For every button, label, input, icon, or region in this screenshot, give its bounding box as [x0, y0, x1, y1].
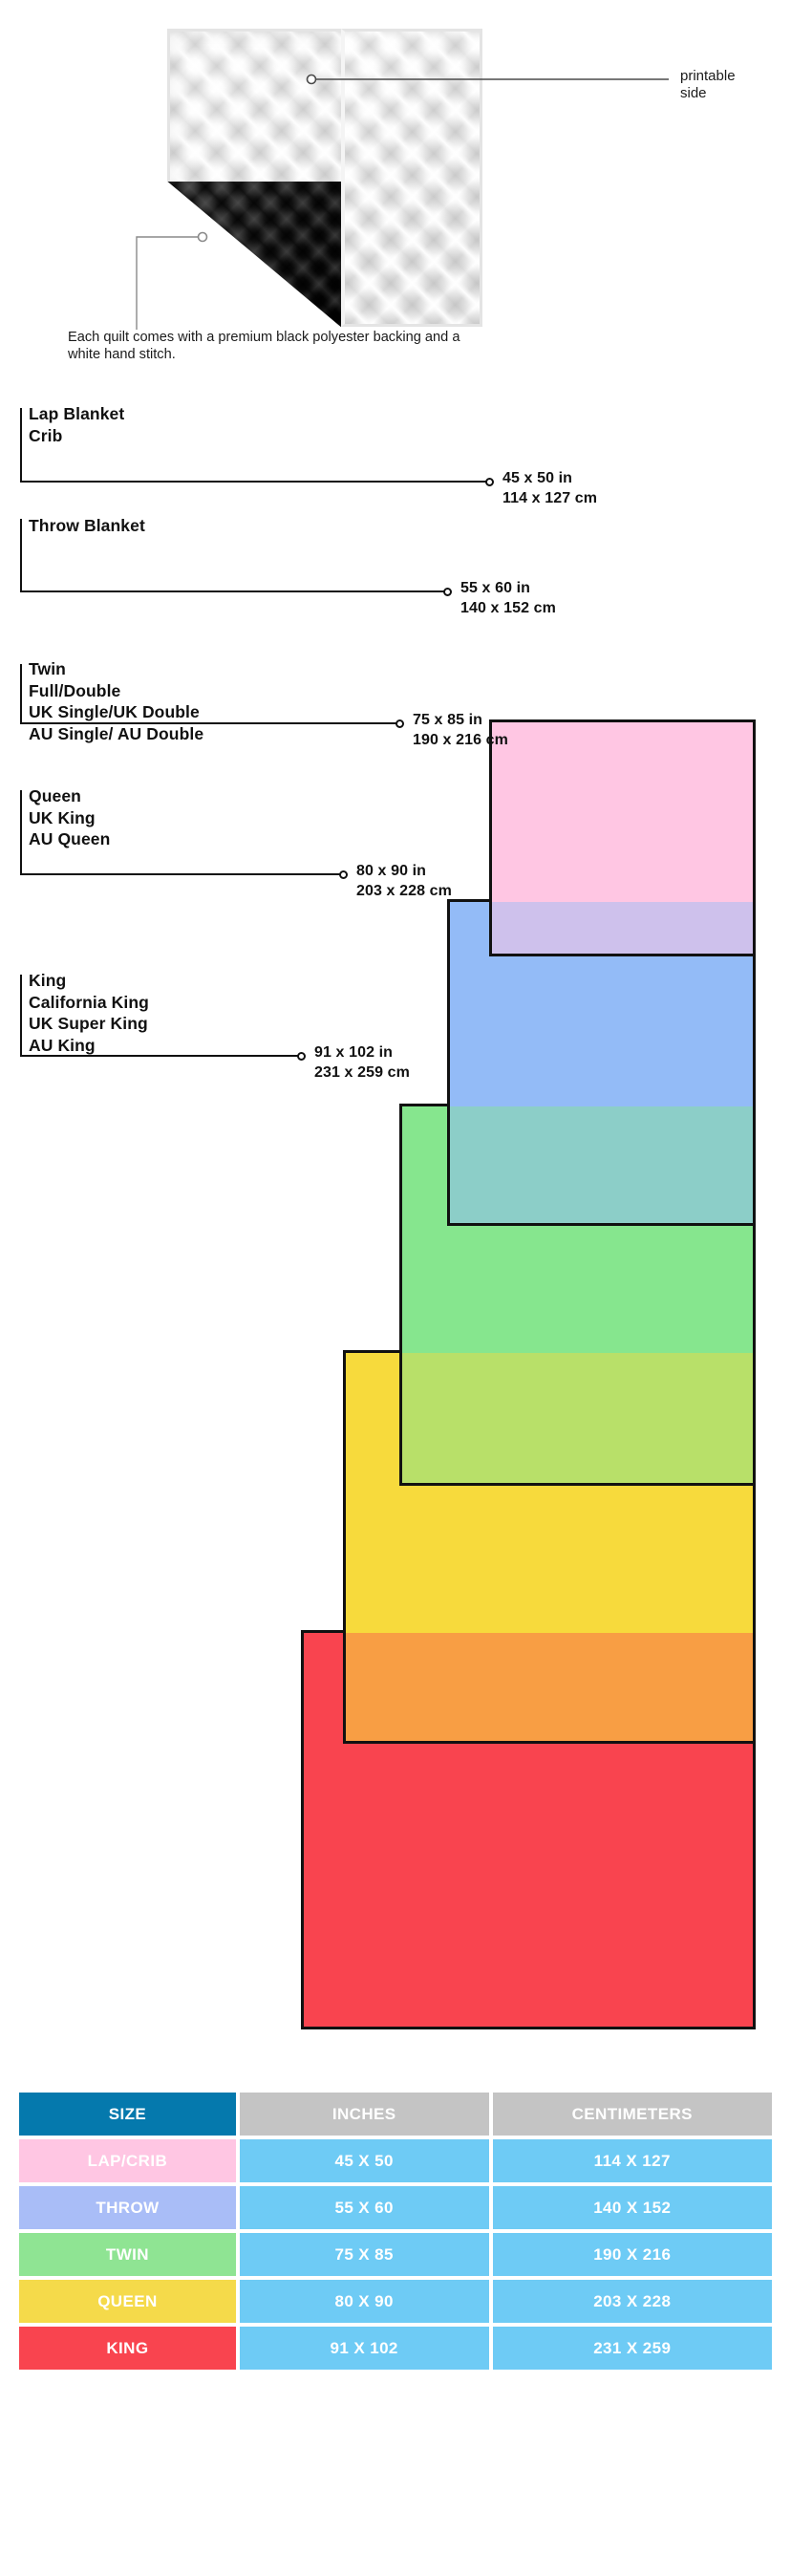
quilt-printable-right-panel — [341, 29, 482, 327]
table-cell-inches: 45 X 50 — [239, 2139, 489, 2182]
group-label-king: King California King UK Super King AU Ki… — [29, 971, 149, 1055]
dimension-label-lap-crib: 45 x 50 in 114 x 127 cm — [502, 470, 598, 506]
table-cell-centimeters: 190 X 216 — [492, 2233, 772, 2276]
group-label-queen: Queen UK King AU Queen — [29, 786, 111, 848]
bracket-king — [20, 975, 302, 1057]
size-comparison-diagram: Lap Blanket Crib 45 x 50 in 114 x 127 cm… — [0, 397, 791, 2050]
table-cell-inches: 91 X 102 — [239, 2327, 489, 2370]
table-row: LAP/CRIB 45 X 50 114 X 127 — [19, 2139, 772, 2182]
table-header-inches: INCHES — [239, 2093, 489, 2136]
table-row: KING 91 X 102 231 X 259 — [19, 2327, 772, 2370]
table-header-size: SIZE — [19, 2093, 236, 2136]
bracket-throw — [20, 519, 448, 592]
dimension-label-throw: 55 x 60 in 140 x 152 cm — [460, 580, 556, 616]
backing-description-text: Each quilt comes with a premium black po… — [68, 330, 460, 362]
table-cell-inches: 55 X 60 — [239, 2186, 489, 2229]
dimension-label-twin: 75 x 85 in 190 x 216 cm — [413, 712, 508, 748]
leader-dot-king — [297, 1052, 306, 1061]
table-row: THROW 55 X 60 140 X 152 — [19, 2186, 772, 2229]
table-cell-centimeters: 231 X 259 — [492, 2327, 772, 2370]
printable-side-label: printable side — [680, 68, 736, 101]
leader-dot-lap-crib — [485, 478, 494, 486]
leader-dot-throw — [443, 588, 452, 596]
group-label-lap-crib: Lap Blanket Crib — [29, 404, 125, 445]
table-cell-size: KING — [19, 2327, 236, 2370]
table-cell-centimeters: 140 X 152 — [492, 2186, 772, 2229]
group-label-twin: Twin Full/Double UK Single/UK Double AU … — [29, 659, 204, 743]
table-header-centimeters: CENTIMETERS — [492, 2093, 772, 2136]
bracket-lap-crib — [20, 408, 490, 483]
table-cell-inches: 75 X 85 — [239, 2233, 489, 2276]
table-cell-inches: 80 X 90 — [239, 2280, 489, 2323]
table-cell-centimeters: 114 X 127 — [492, 2139, 772, 2182]
table-cell-size: THROW — [19, 2186, 236, 2229]
callout-lines — [136, 74, 669, 330]
dimension-label-queen: 80 x 90 in 203 x 228 cm — [356, 863, 452, 899]
table-cell-size: TWIN — [19, 2233, 236, 2276]
size-rect-lap-crib — [489, 719, 756, 956]
table-header-row: SIZE INCHES CENTIMETERS — [19, 2093, 772, 2136]
table-cell-centimeters: 203 X 228 — [492, 2280, 772, 2323]
table-row: QUEEN 80 X 90 203 X 228 — [19, 2280, 772, 2323]
group-label-throw: Throw Blanket — [29, 516, 145, 535]
table-cell-size: QUEEN — [19, 2280, 236, 2323]
quilt-photo-section: printable side Each quilt comes with a p… — [0, 0, 791, 382]
leader-dot-queen — [339, 870, 348, 879]
table-row: TWIN 75 X 85 190 X 216 — [19, 2233, 772, 2276]
bracket-twin — [20, 664, 400, 724]
table-cell-size: LAP/CRIB — [19, 2139, 236, 2182]
dimension-label-king: 91 x 102 in 231 x 259 cm — [314, 1044, 410, 1081]
leader-dot-twin — [396, 719, 404, 728]
size-table: SIZE INCHES CENTIMETERS LAP/CRIB 45 X 50… — [19, 2093, 772, 2373]
bracket-queen — [20, 790, 344, 875]
